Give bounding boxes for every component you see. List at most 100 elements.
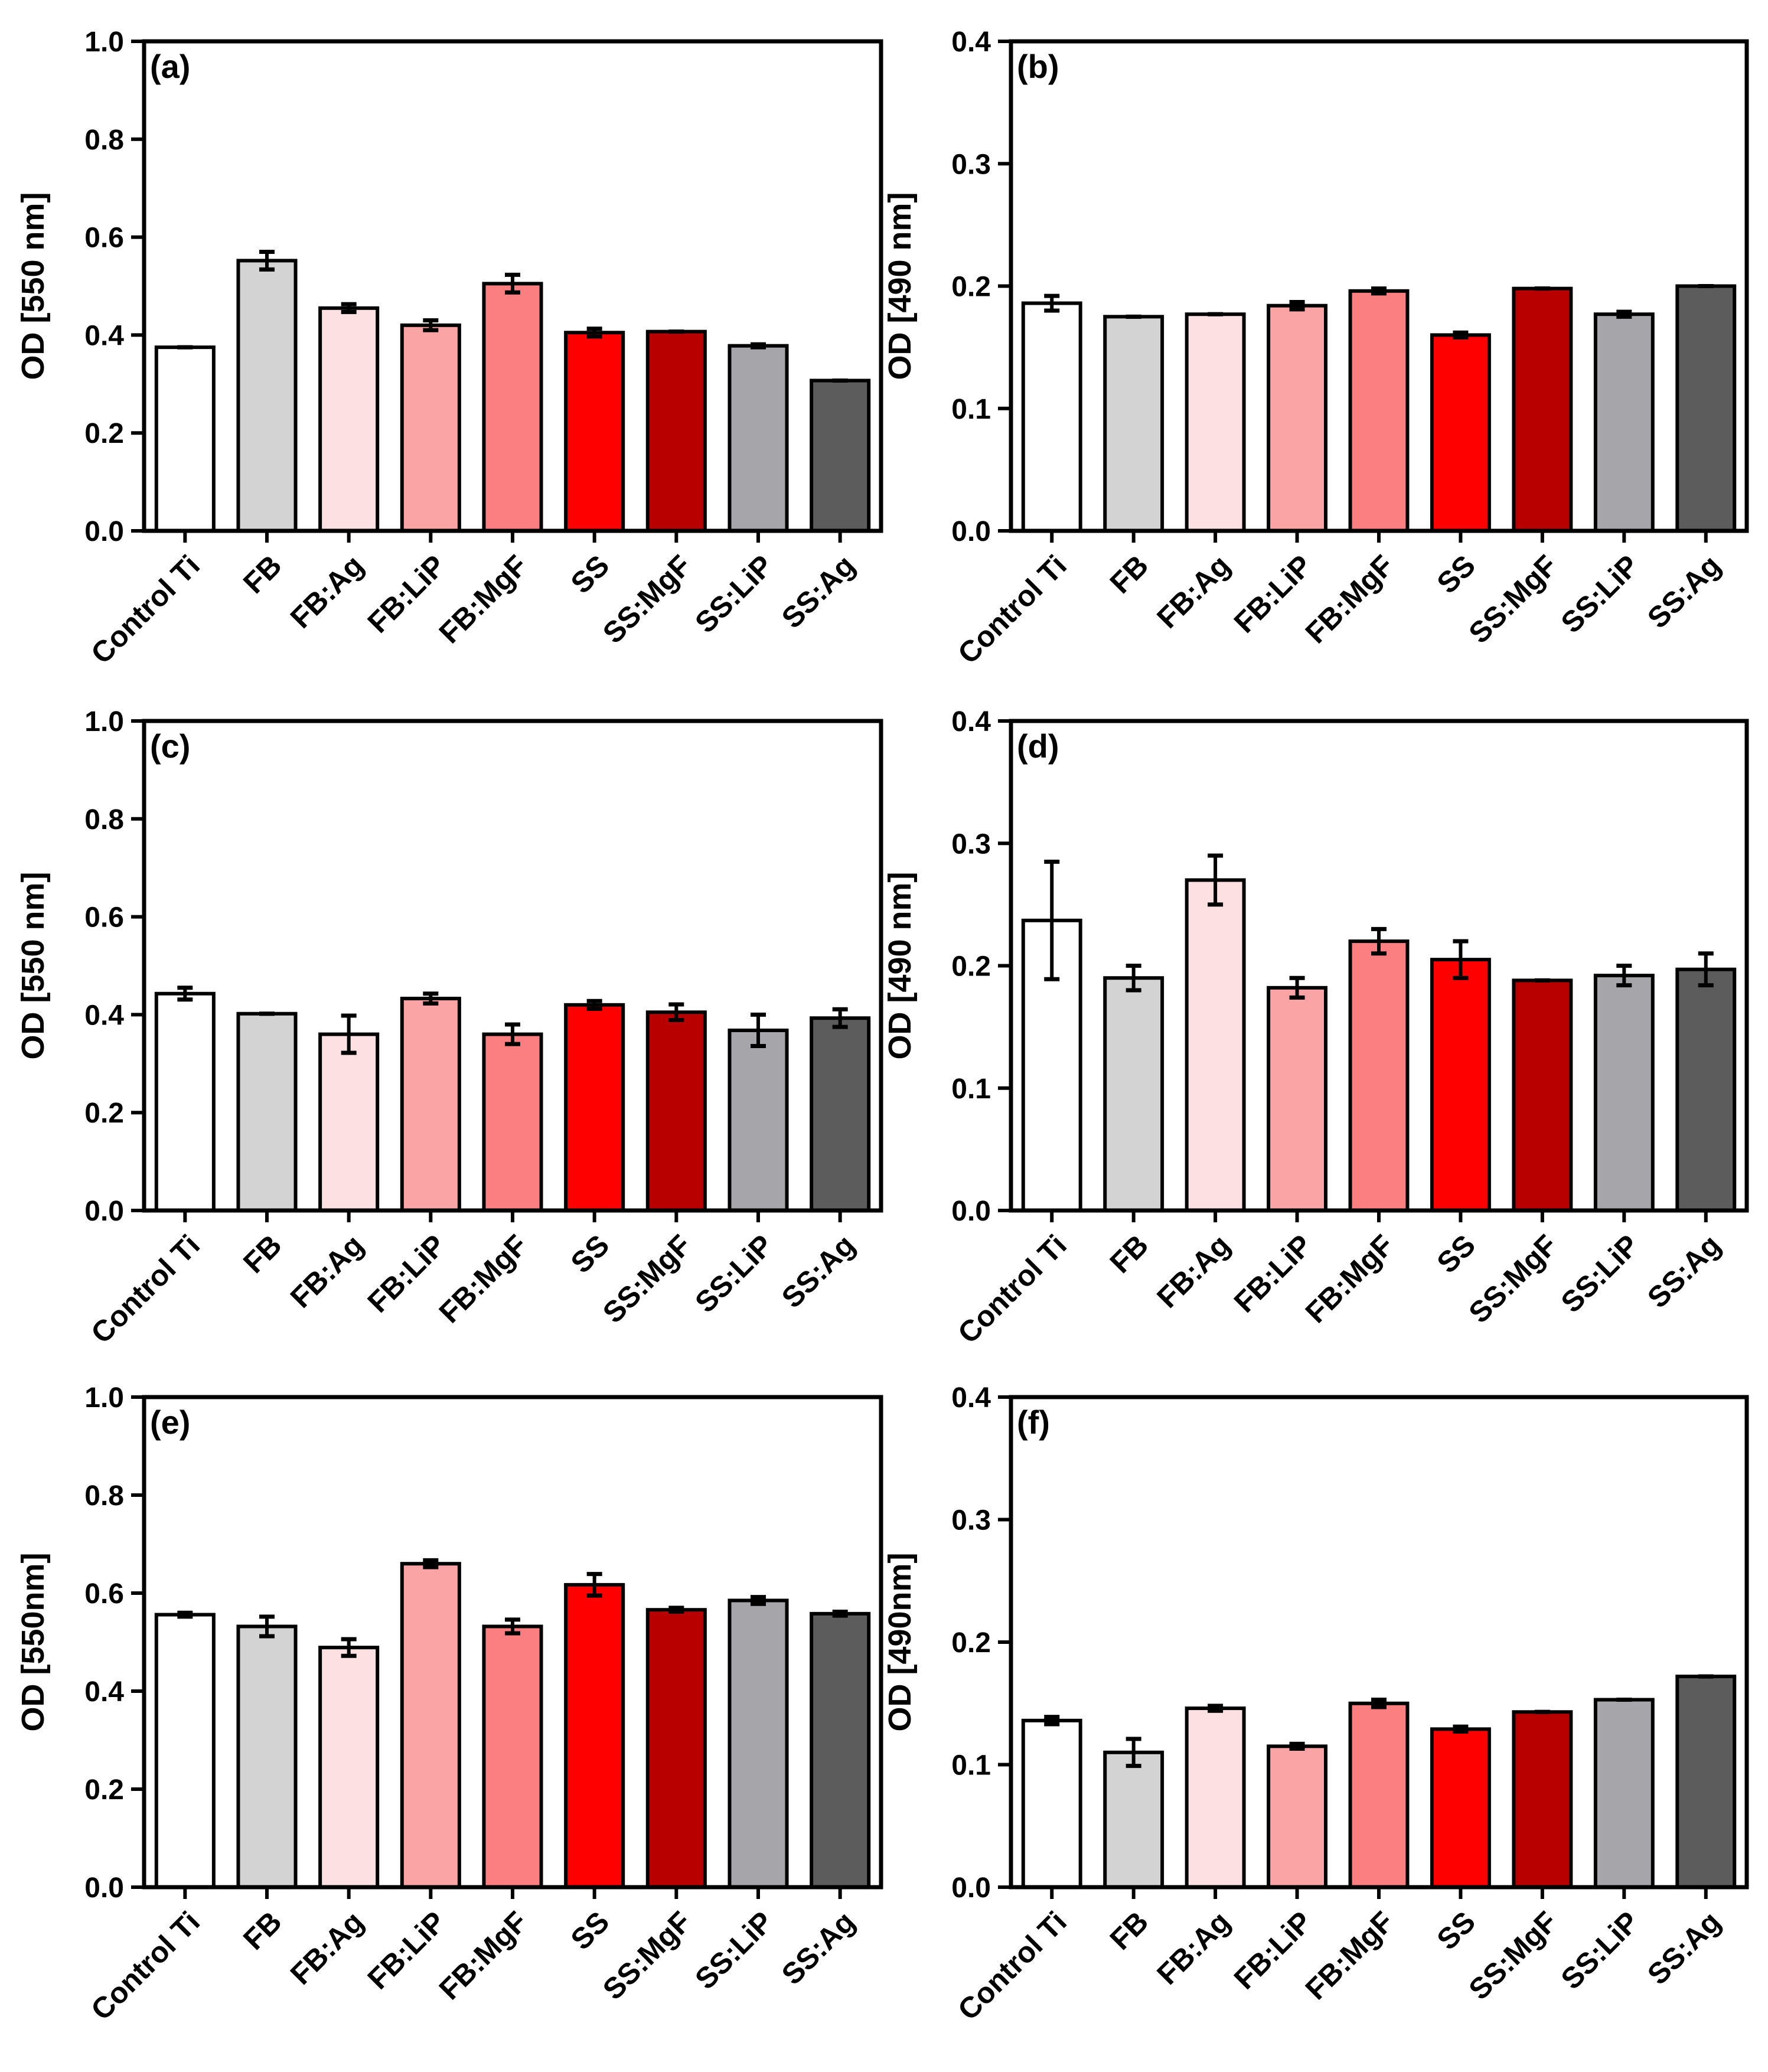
y-axis-label: OD [550 nm] (15, 872, 51, 1059)
x-tick-label: SS:LiP (1555, 1228, 1646, 1319)
x-tick-label: FB (1104, 549, 1155, 600)
x-tick-label: SS:LiP (689, 1905, 779, 1996)
bar-ss (564, 1582, 625, 1889)
x-tick-label: FB:Ag (1150, 1228, 1237, 1314)
y-tick-label: 1.0 (84, 27, 124, 58)
x-tick-label: FB (1104, 1228, 1155, 1280)
x-tick-label: SS:Ag (775, 549, 862, 635)
y-tick-label: 0.6 (84, 223, 124, 254)
y-tick-label: 1.0 (84, 1382, 124, 1414)
y-tick-label: 0.3 (951, 149, 991, 180)
y-tick-label: 0.2 (84, 1098, 124, 1129)
y-tick-label: 0.4 (84, 320, 124, 351)
bar-ss-ag (1675, 967, 1737, 1213)
x-tick-label: FB (237, 1228, 288, 1280)
y-tick-label: 0.6 (84, 1578, 124, 1610)
bar-ss (564, 331, 625, 533)
x-tick-label: SS:MgF (1462, 549, 1563, 650)
y-tick-label: 0.6 (84, 902, 124, 934)
x-tick-label: FB:Ag (284, 1228, 370, 1314)
bar-ss (1430, 958, 1491, 1212)
bar-ss-mgf (1512, 1710, 1573, 1889)
y-tick-label: 0.8 (84, 1480, 124, 1512)
bar-control-ti (154, 991, 216, 1213)
bar-fb-lip (400, 323, 461, 533)
y-tick-label: 0.3 (951, 828, 991, 860)
y-tick-label: 0.0 (951, 1196, 991, 1227)
x-tick-label: FB:MgF (1299, 549, 1400, 650)
x-tick-label: FB:MgF (433, 1905, 534, 2006)
x-tick-label: Control Ti (84, 549, 206, 670)
x-tick-label: FB:Ag (284, 549, 370, 635)
bar-ss (1430, 1727, 1491, 1889)
bar-fb-lip (400, 1562, 461, 1889)
x-tick-label: Control Ti (951, 1905, 1073, 2027)
x-tick-label: Control Ti (951, 549, 1073, 670)
x-tick-label: FB:MgF (1299, 1905, 1400, 2006)
y-axis-label: OD [490 nm] (882, 192, 918, 380)
bar-fb-ag (318, 1646, 380, 1889)
x-tick-label: FB:MgF (433, 1228, 534, 1329)
bar-fb-lip (1267, 986, 1328, 1213)
bar-control-ti (154, 1613, 216, 1890)
x-tick-label: SS:Ag (775, 1905, 862, 1991)
bar-ss-ag (810, 1611, 871, 1890)
bar-fb-ag (318, 306, 380, 533)
y-tick-label: 0.4 (84, 1676, 124, 1708)
bar-ss-ag (1675, 284, 1737, 533)
bar-ss-lip (1593, 1698, 1655, 1889)
plot-frame (142, 39, 883, 533)
bar-fb (236, 1624, 298, 1889)
y-tick-label: 0.0 (951, 516, 991, 547)
x-tick-label: FB:MgF (433, 549, 534, 650)
x-tick-label: SS:MgF (596, 1228, 697, 1329)
panel-label: (b) (1017, 48, 1059, 85)
bar-fb-mgf (1348, 1701, 1410, 1889)
panel-label: (c) (150, 727, 190, 765)
x-tick-label: SS (1430, 549, 1482, 600)
y-tick-label: 0.1 (951, 394, 991, 425)
bar-ss (564, 1003, 625, 1212)
y-tick-label: 0.2 (951, 1627, 991, 1659)
bar-ss-lip (728, 344, 789, 533)
y-tick-label: 0.2 (84, 1774, 124, 1806)
y-tick-label: 0.4 (84, 1000, 124, 1031)
x-tick-label: Control Ti (951, 1228, 1073, 1350)
x-tick-label: Control Ti (84, 1228, 206, 1350)
y-axis-label: OD [490nm] (882, 1552, 918, 1731)
y-tick-label: 0.2 (951, 951, 991, 983)
bar-fb-mgf (482, 282, 543, 533)
bar-fb (1103, 315, 1164, 533)
bar-ss-ag (1675, 1675, 1737, 1890)
bar-ss-mgf (645, 1010, 707, 1212)
bar-ss-lip (1593, 312, 1655, 533)
y-tick-label: 0.2 (84, 418, 124, 449)
bar-ss-mgf (1512, 286, 1573, 533)
y-tick-label: 0.0 (951, 1872, 991, 1904)
x-tick-label: FB (1104, 1905, 1155, 1956)
panel-label: (d) (1017, 727, 1059, 765)
bar-fb-lip (1267, 304, 1328, 533)
y-tick-label: 0.2 (951, 272, 991, 303)
x-tick-label: SS:MgF (596, 1905, 697, 2006)
y-tick-label: 1.0 (84, 706, 124, 738)
y-tick-label: 0.4 (951, 706, 991, 738)
y-axis-label: OD [550 nm] (15, 192, 51, 380)
panel-label: (e) (150, 1404, 190, 1441)
x-tick-label: SS:LiP (1555, 549, 1646, 639)
y-tick-label: 0.3 (951, 1505, 991, 1536)
x-tick-label: SS:MgF (1462, 1228, 1563, 1329)
x-tick-label: FB:MgF (1299, 1228, 1400, 1329)
bar-fb (1103, 1750, 1164, 1889)
y-axis-label: OD [550nm] (15, 1552, 51, 1731)
bar-fb-mgf (482, 1624, 543, 1889)
bar-ss-lip (1593, 974, 1655, 1212)
bar-ss-ag (810, 1016, 871, 1212)
panel-label: (a) (150, 48, 190, 85)
y-tick-label: 0.1 (951, 1750, 991, 1781)
